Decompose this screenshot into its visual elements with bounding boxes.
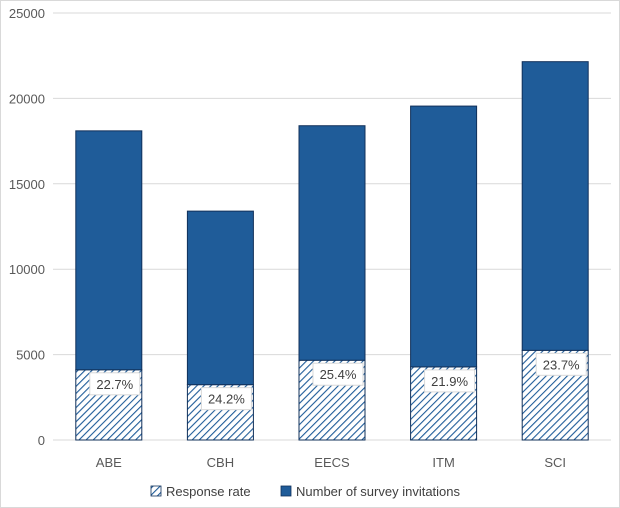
y-tick-label: 5000 <box>16 348 45 363</box>
x-axis: ABE CBH EECS ITM SCI <box>96 455 566 470</box>
data-label-box <box>535 352 587 376</box>
y-axis: 0 5000 10000 15000 20000 25000 <box>9 6 45 448</box>
bar-segment-survey-invitations <box>75 130 143 371</box>
bar-segment-survey-invitations <box>521 61 589 351</box>
y-tick-label: 15000 <box>9 177 45 192</box>
data-label: 24.2% <box>208 392 245 407</box>
x-tick-label: ITM <box>432 455 454 470</box>
data-label-box <box>424 369 476 393</box>
x-tick-label: SCI <box>544 455 566 470</box>
bars <box>75 61 589 441</box>
data-label: 25.4% <box>320 367 357 382</box>
legend-swatch <box>280 485 292 497</box>
data-label-box <box>312 362 364 386</box>
y-tick-label: 20000 <box>9 91 45 106</box>
bar-segment-survey-invitations <box>186 210 254 386</box>
bar-segment-survey-invitations <box>298 125 366 361</box>
x-tick-label: EECS <box>314 455 350 470</box>
data-labels: 22.7% 24.2% 25.4% 21.9% 23.7% <box>89 352 587 411</box>
y-tick-label: 10000 <box>9 262 45 277</box>
data-label: 21.9% <box>431 374 468 389</box>
data-label: 22.7% <box>96 377 133 392</box>
bar-segment-survey-invitations <box>410 105 478 368</box>
x-tick-label: CBH <box>207 455 234 470</box>
x-tick-label: ABE <box>96 455 122 470</box>
data-label: 23.7% <box>543 357 580 372</box>
y-tick-label: 0 <box>38 433 45 448</box>
y-tick-label: 25000 <box>9 6 45 21</box>
data-label-box <box>200 387 252 411</box>
legend-label: Response rate <box>166 484 251 499</box>
legend: Response rate Number of survey invitation… <box>150 484 461 499</box>
data-label-box <box>89 372 141 396</box>
legend-label: Number of survey invitations <box>296 484 461 499</box>
legend-swatch <box>150 485 162 497</box>
